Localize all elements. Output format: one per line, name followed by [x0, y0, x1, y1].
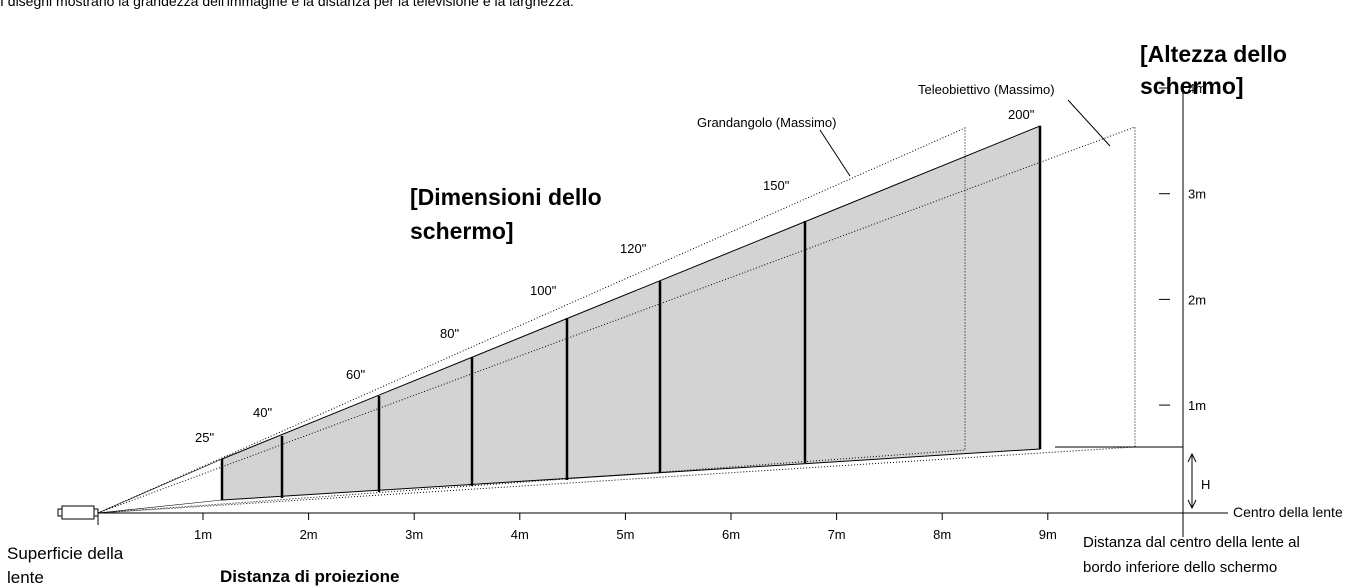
heading: schermo] [410, 218, 514, 244]
distance-tick-label: 7m [828, 527, 846, 542]
projection-area [221, 125, 1041, 501]
tele-outline [97, 126, 1136, 514]
leader [1067, 99, 1111, 147]
lens-surface: Superficie della [7, 544, 124, 563]
h-label: H [1201, 477, 1210, 492]
tele-label: Teleobiettivo (Massimo) [918, 82, 1055, 97]
h-arrows [1187, 452, 1197, 510]
screen-size-label: 100" [530, 283, 557, 298]
heading: [Altezza dello [1140, 41, 1287, 67]
distance-axis-title: Distanza di proiezione [220, 567, 399, 586]
offset-note: Distanza dal centro della lente al [1083, 534, 1300, 551]
screen-size-label: 120" [620, 241, 647, 256]
height-tick-label: 4m [1188, 81, 1206, 96]
distance-tick-label: 9m [1039, 527, 1057, 542]
height-tick-label: 1m [1188, 398, 1206, 413]
height-tick-label: 3m [1188, 187, 1206, 202]
ray [97, 458, 223, 514]
height-tick-label: 2m [1188, 292, 1206, 307]
offset-note: bordo inferiore dello schermo [1083, 559, 1277, 576]
screen-size-label: 200" [1008, 107, 1035, 122]
screen-size-label: 80" [440, 326, 459, 341]
screen-bars [220, 126, 1042, 500]
distance-tick-label: 6m [722, 527, 740, 542]
ray [97, 499, 223, 514]
screen-size-label: 150" [763, 178, 790, 193]
heading: schermo] [1140, 73, 1244, 99]
distance-tick-label: 3m [405, 527, 423, 542]
lens-center: Centro della lente [1233, 504, 1343, 520]
wide-outline [97, 127, 966, 514]
wide-label: Grandangolo (Massimo) [697, 115, 836, 130]
distance-tick-label: 5m [616, 527, 634, 542]
distance-tick-label: 2m [300, 527, 318, 542]
distance-tick-label: 1m [194, 527, 212, 542]
projector [57, 505, 99, 520]
lens-surface: lente [7, 568, 44, 587]
distance-tick-label: 8m [933, 527, 951, 542]
distance-tick-label: 4m [511, 527, 529, 542]
screen-size-label: 25" [195, 430, 214, 445]
leader [819, 129, 851, 177]
screen-size-label: 40" [253, 405, 272, 420]
screen-size-label: 60" [346, 367, 365, 382]
heading: [Dimensioni dello [410, 184, 602, 210]
intro: I disegni mostrano la grandezza dell'imm… [0, 0, 574, 9]
